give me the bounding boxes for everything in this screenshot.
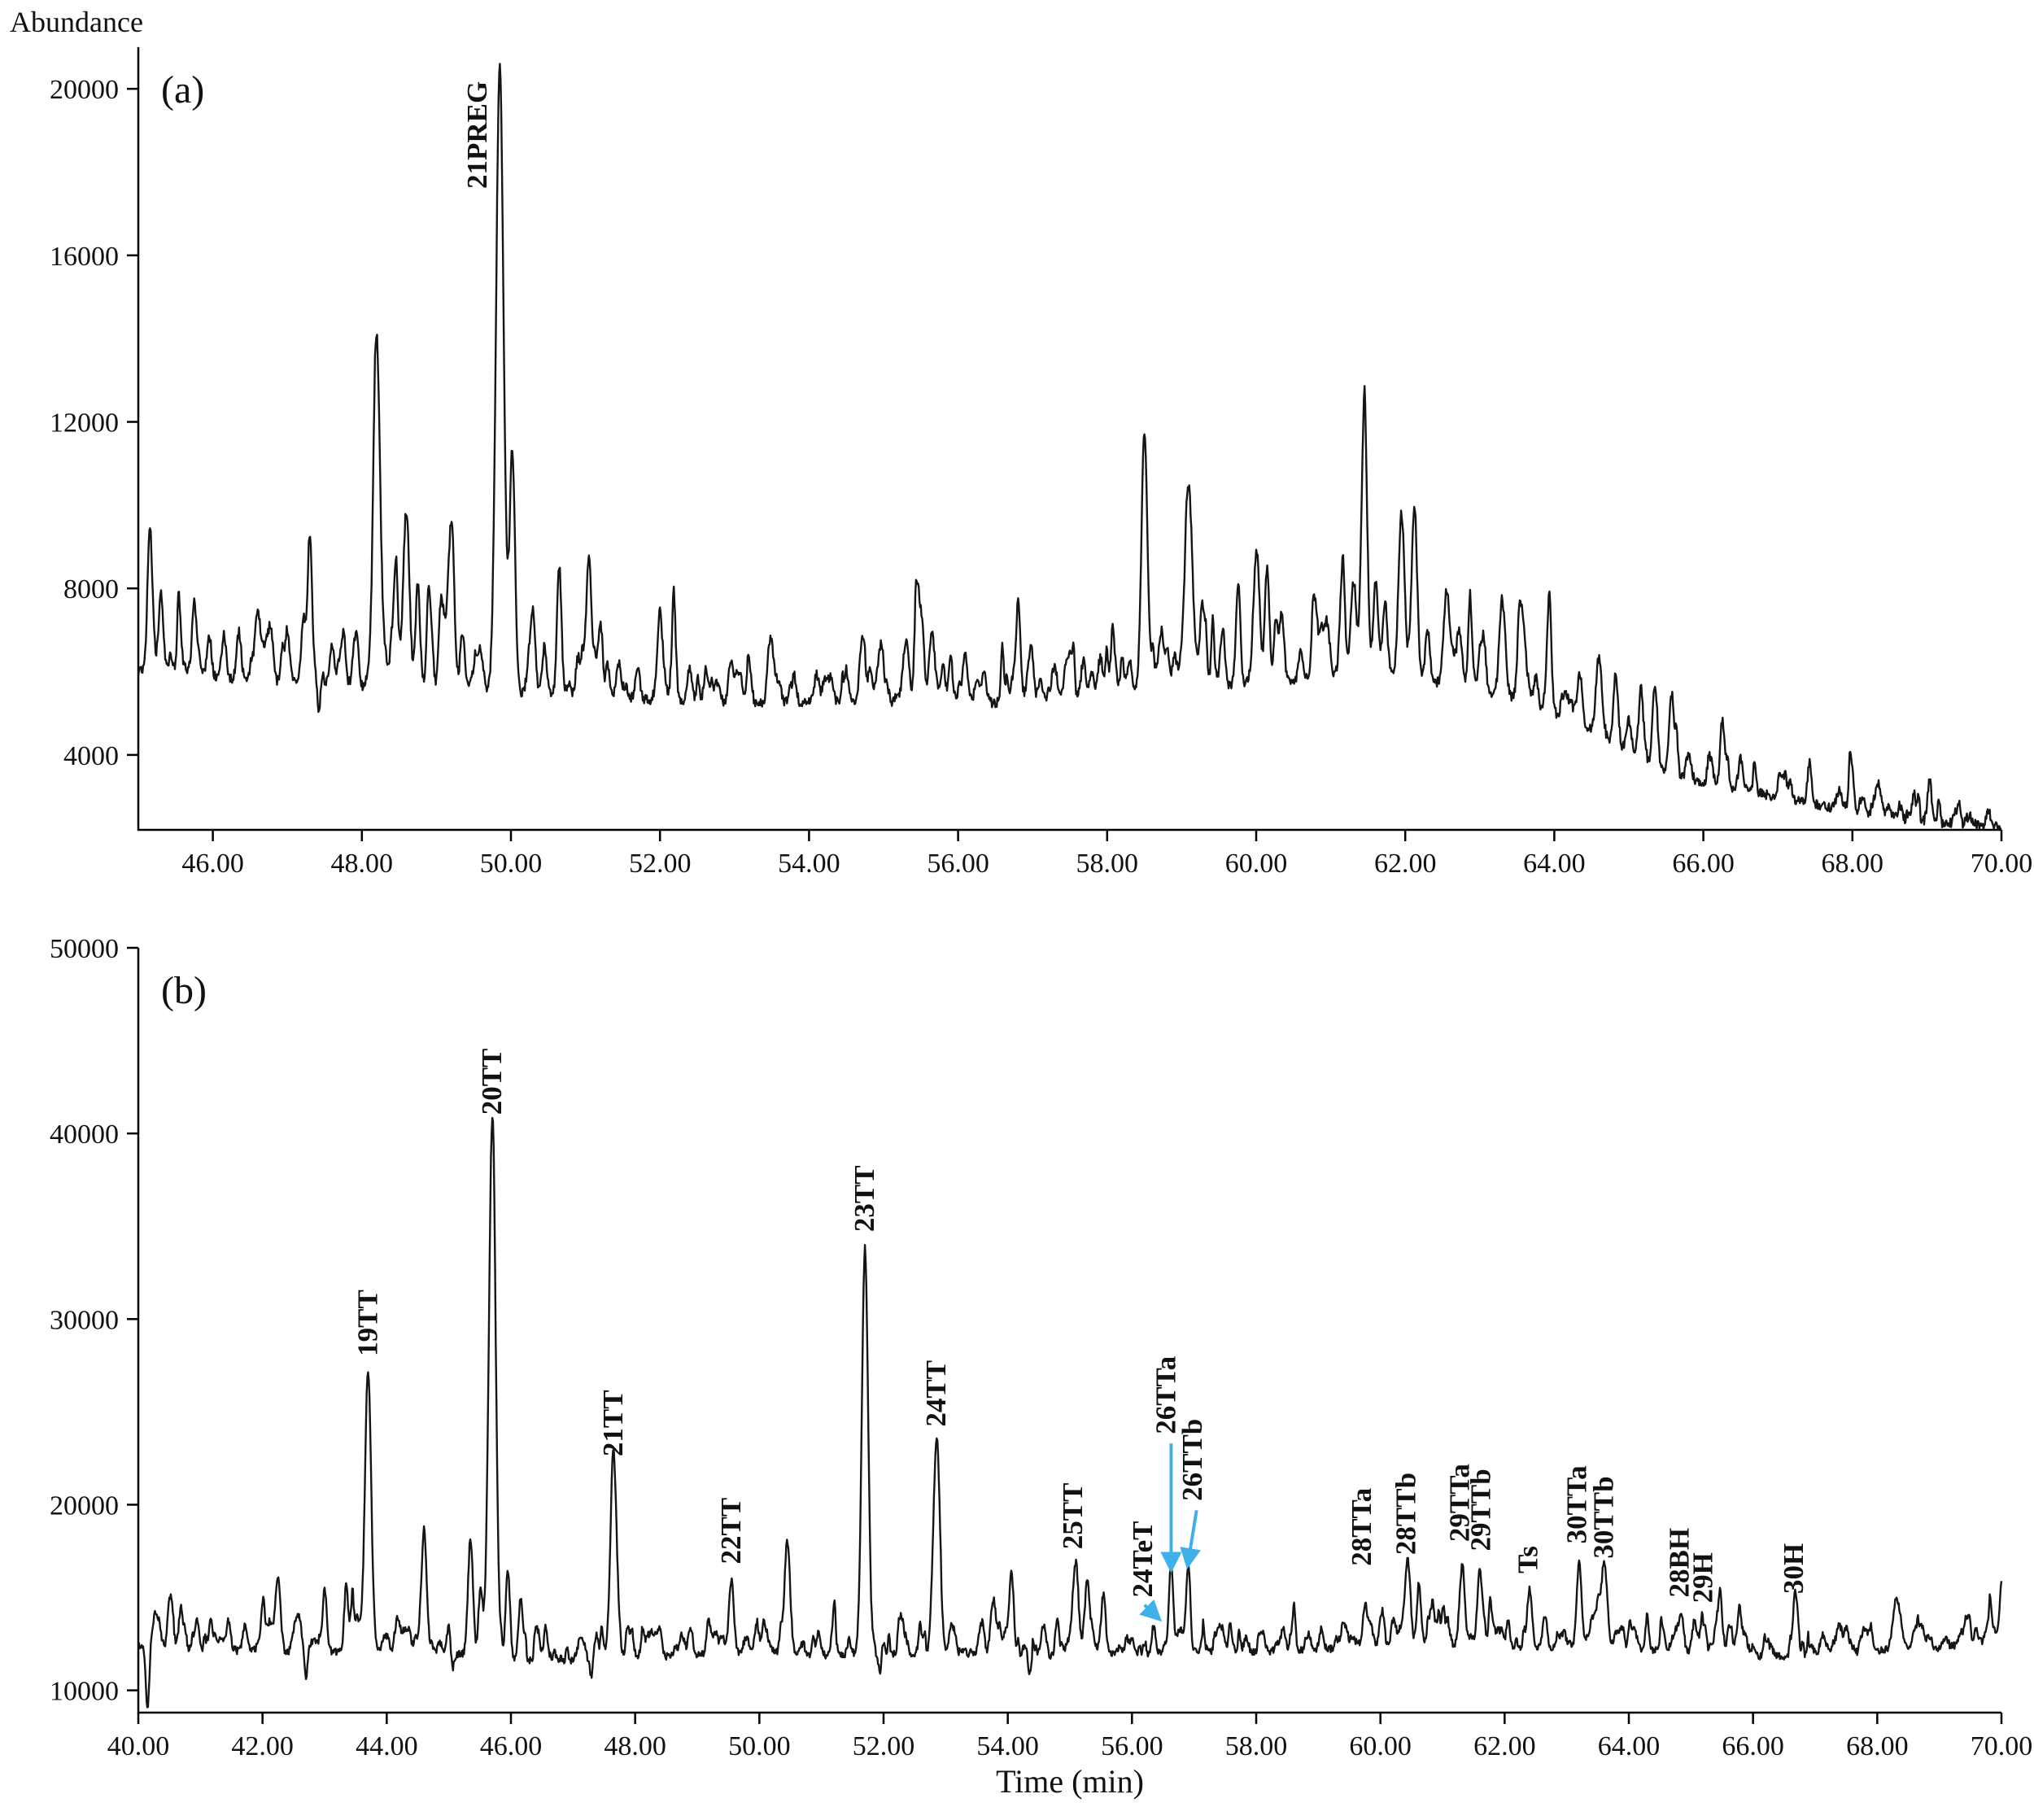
x-tick-label: 46.00	[181, 849, 244, 879]
x-tick-label: 44.00	[356, 1731, 418, 1761]
y-tick-label: 10000	[50, 1677, 119, 1707]
peak-label-21PREG: 21PREG	[461, 81, 493, 189]
x-tick-label: 68.00	[1846, 1731, 1909, 1761]
peak-label-Ts: Ts	[1512, 1546, 1543, 1573]
x-tick-label: 58.00	[1076, 849, 1139, 879]
peak-label-28BH: 28BH	[1664, 1528, 1696, 1598]
x-tick-label: 50.00	[480, 849, 543, 879]
x-tick-label: 54.00	[778, 849, 840, 879]
x-tick-label: 50.00	[728, 1731, 791, 1761]
peak-label-24TeT: 24TeT	[1127, 1521, 1159, 1597]
x-tick-label: 62.00	[1374, 849, 1437, 879]
x-tick-label: 42.00	[231, 1731, 294, 1761]
x-tick-label: 52.00	[629, 849, 692, 879]
y-tick-label: 12000	[50, 408, 119, 439]
x-tick-label: 60.00	[1225, 849, 1288, 879]
x-tick-label: 40.00	[107, 1731, 170, 1761]
chromatogram-trace-a	[137, 63, 2002, 831]
annotation-arrow	[1180, 1509, 1201, 1569]
annotation-arrow	[1139, 1599, 1163, 1622]
peak-label-23TT: 23TT	[849, 1165, 880, 1232]
x-tick-label: 70.00	[1971, 849, 2033, 879]
x-tick-label: 56.00	[1101, 1731, 1163, 1761]
panel-letter-a: (a)	[161, 68, 204, 111]
peak-label-21TT: 21TT	[597, 1390, 629, 1456]
peak-label-30TTb: 30TTb	[1588, 1476, 1620, 1558]
x-tick-label: 60.00	[1349, 1731, 1412, 1761]
y-tick-label: 50000	[50, 934, 119, 964]
x-tick-label: 66.00	[1672, 849, 1735, 879]
panel-a: 4000 8000 12000 16000 20000 46.00 48.00 50.00 52…	[50, 47, 2032, 879]
y-tick-label: 30000	[50, 1305, 119, 1335]
peak-label-28TTb: 28TTb	[1390, 1473, 1422, 1555]
time-axis-title: Time (min)	[996, 1763, 1144, 1800]
x-tick-label: 56.00	[927, 849, 989, 879]
y-tick-label: 20000	[50, 75, 119, 105]
y-tick-label: 4000	[63, 741, 119, 771]
peak-label-30TTa: 30TTa	[1561, 1465, 1593, 1543]
x-tick-label: 64.00	[1523, 849, 1586, 879]
peak-label-20TT: 20TT	[476, 1049, 508, 1115]
y-tick-label: 8000	[63, 574, 119, 604]
abundance-axis-title: Abundance	[10, 6, 143, 38]
peak-label-25TT: 25TT	[1057, 1482, 1089, 1549]
peak-label-29H: 29H	[1687, 1552, 1719, 1603]
panel-letter-b: (b)	[161, 969, 207, 1012]
y-tick-label: 20000	[50, 1490, 119, 1521]
x-tick-label: 48.00	[331, 849, 394, 879]
y-tick-label: 40000	[50, 1119, 119, 1150]
peak-label-26TTa: 26TTa	[1150, 1356, 1181, 1434]
peak-label-30H: 30H	[1778, 1543, 1809, 1594]
x-tick-label: 52.00	[853, 1731, 915, 1761]
peak-label-28TTa: 28TTa	[1346, 1488, 1377, 1566]
x-tick-label: 70.00	[1971, 1731, 2033, 1761]
x-tick-label: 62.00	[1473, 1731, 1536, 1761]
axes-a	[137, 47, 2001, 831]
y-tick-label: 16000	[50, 242, 119, 272]
peak-label-19TT: 19TT	[351, 1290, 383, 1356]
x-tick-label: 64.00	[1598, 1731, 1661, 1761]
peak-label-26TTb: 26TTb	[1176, 1419, 1208, 1501]
x-tick-label: 58.00	[1225, 1731, 1288, 1761]
chromatogram-trace-b	[137, 1116, 2003, 1709]
panel-b: 10000 20000 30000 40000 50000 40.00 42.00 44.00…	[50, 934, 2032, 1761]
x-tick-label: 46.00	[480, 1731, 543, 1761]
x-tick-label: 54.00	[976, 1731, 1039, 1761]
x-tick-label: 68.00	[1822, 849, 1884, 879]
peak-label-29TTb: 29TTb	[1464, 1469, 1496, 1551]
peak-label-22TT: 22TT	[715, 1498, 747, 1565]
peak-label-24TT: 24TT	[920, 1360, 952, 1427]
x-tick-label: 66.00	[1722, 1731, 1784, 1761]
x-tick-label: 48.00	[604, 1731, 666, 1761]
peak-label-29TTa: 29TTa	[1443, 1464, 1475, 1542]
